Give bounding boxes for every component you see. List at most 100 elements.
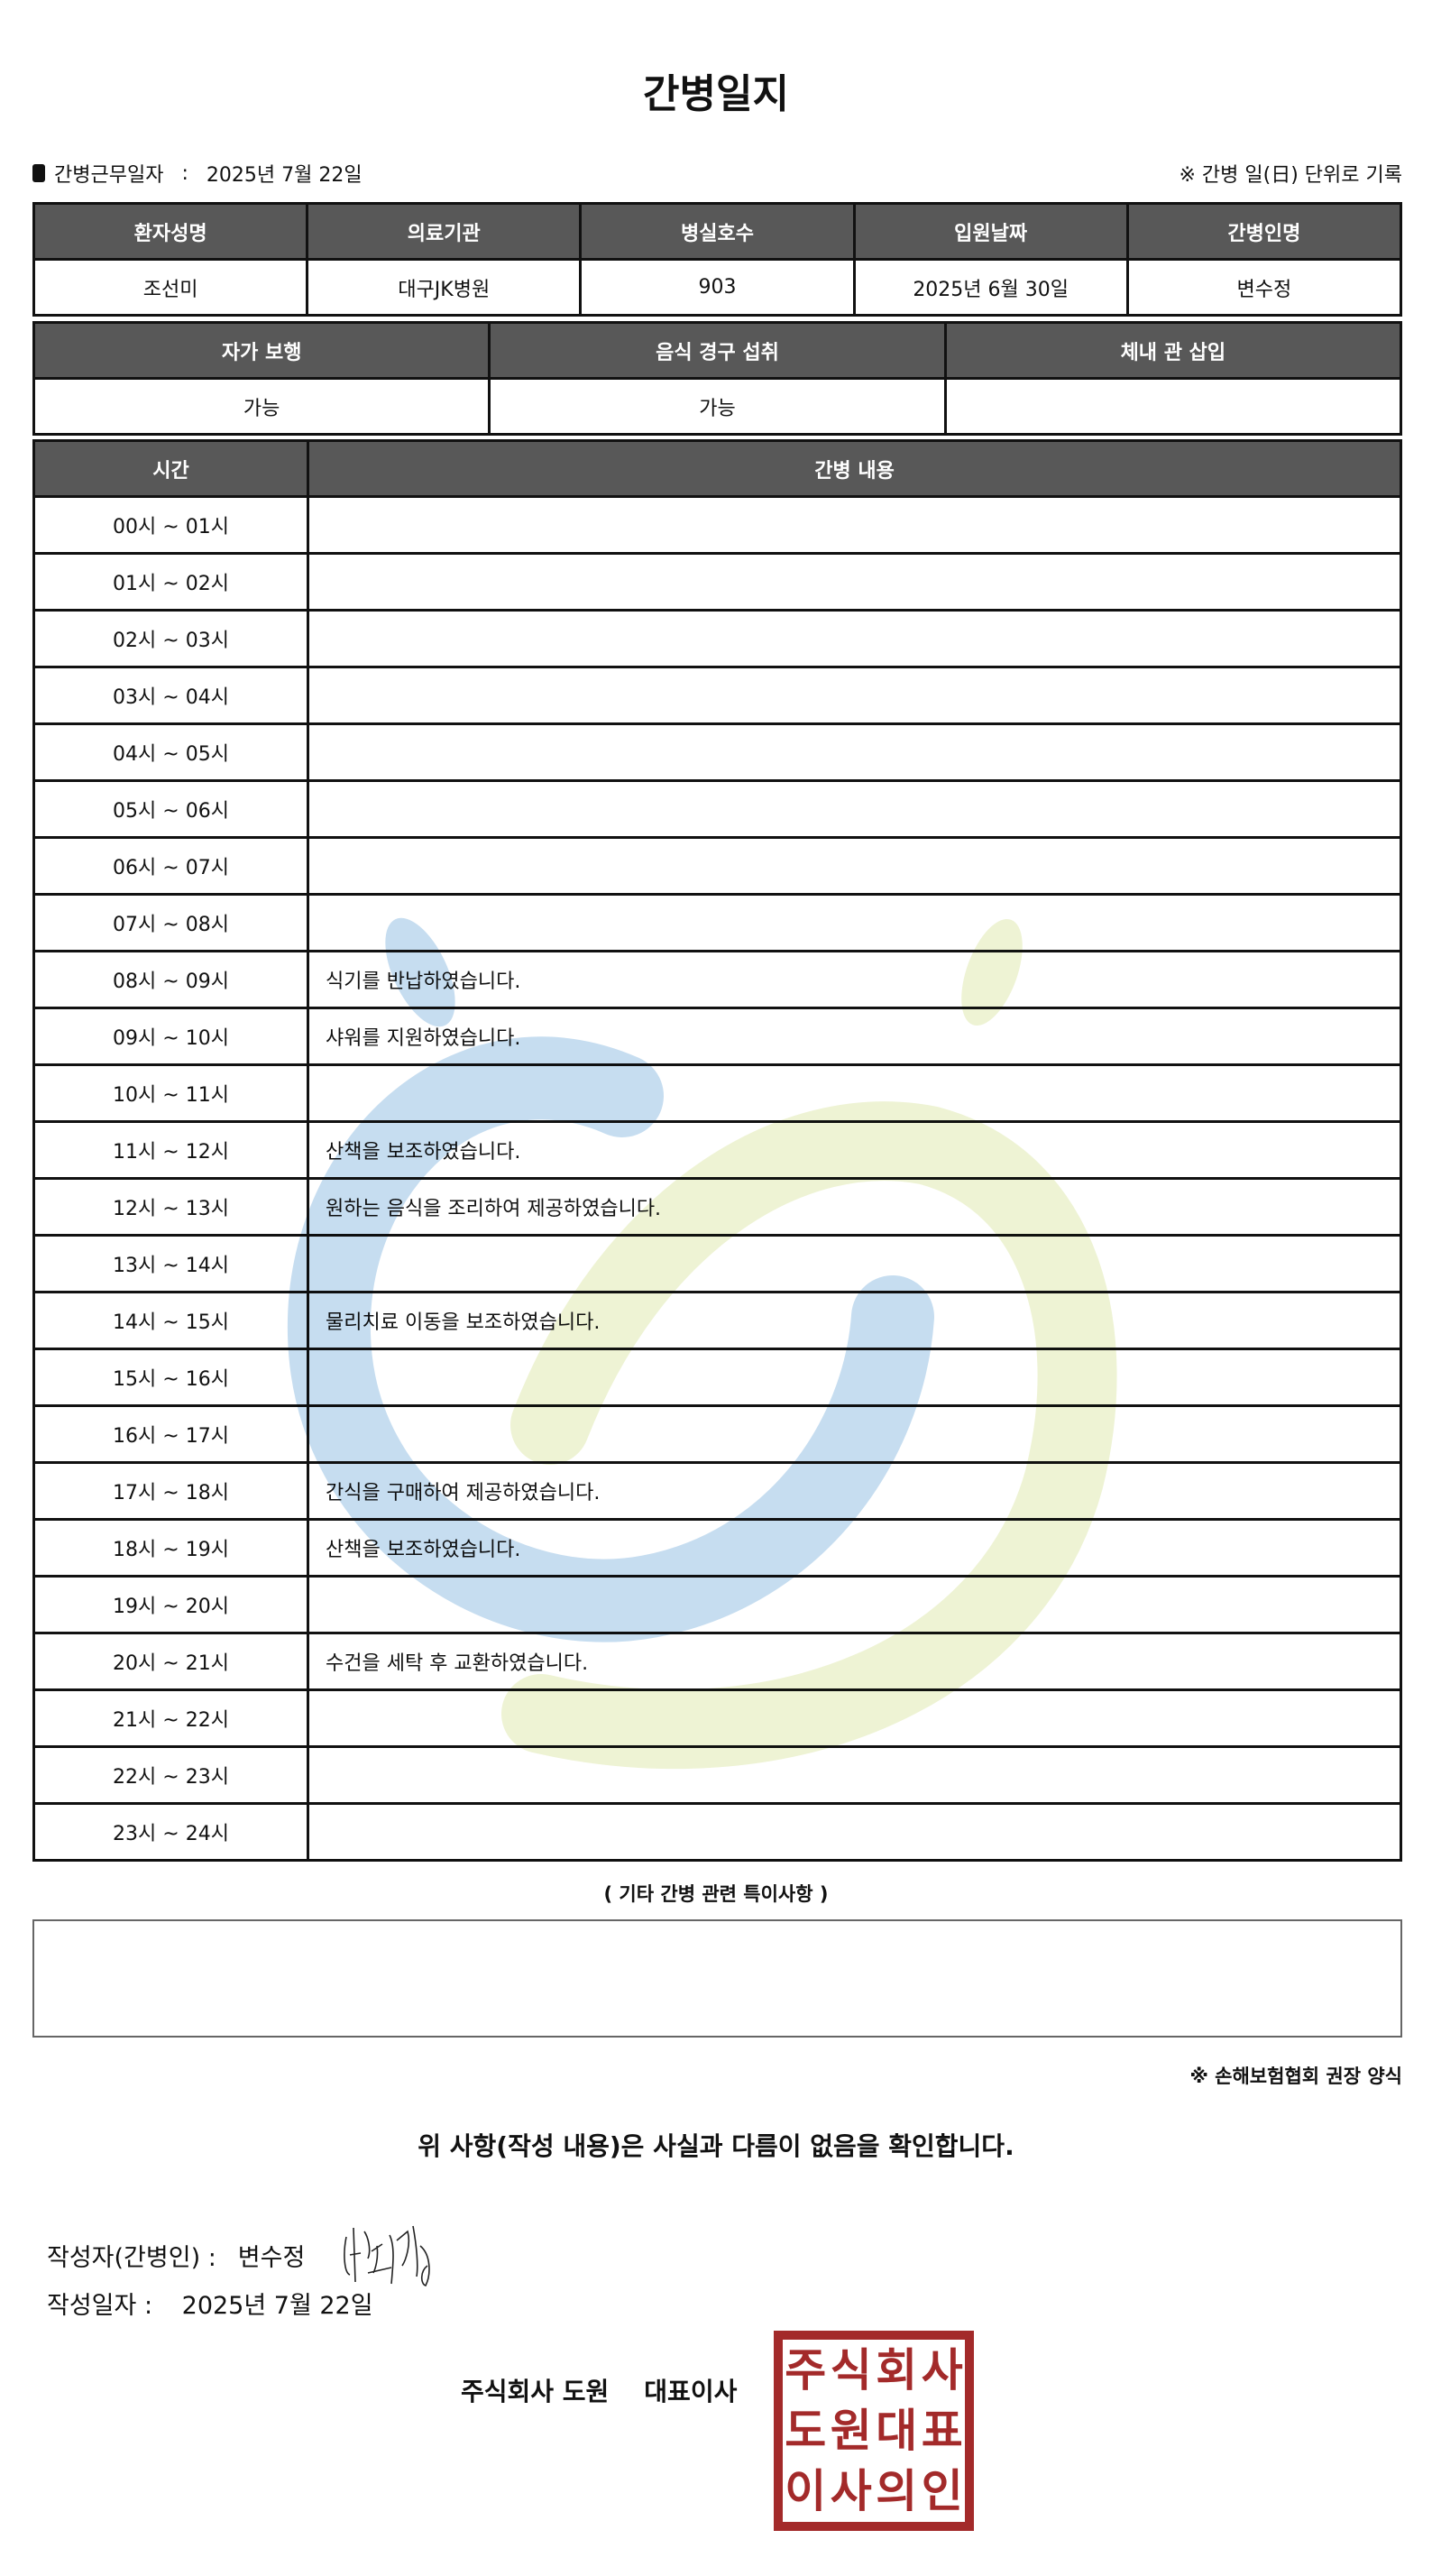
header-patient-name: 환자성명	[32, 202, 309, 261]
time-slot: 00시 ~ 01시	[32, 495, 309, 555]
header-room: 병실호수	[579, 202, 856, 261]
care-content	[307, 1575, 1402, 1634]
value-row: 조선미 대구JK병원 903 2025년 6월 30일 변수정	[32, 258, 1403, 317]
log-row: 14시 ~ 15시 물리치료 이동을 보조하였습니다.	[32, 1291, 1402, 1350]
seal-character: 표	[921, 2404, 963, 2457]
log-row: 00시 ~ 01시	[32, 495, 1402, 555]
header-admission-date: 입원날짜	[852, 202, 1129, 261]
time-slot: 21시 ~ 22시	[32, 1688, 309, 1748]
care-content: 물리치료 이동을 보조하였습니다.	[307, 1291, 1402, 1350]
notes-box	[32, 1919, 1402, 2038]
time-slot: 11시 ~ 12시	[32, 1120, 309, 1180]
written-date-value: 2025년 7월 22일	[181, 2292, 373, 2320]
time-slot: 19시 ~ 20시	[32, 1575, 309, 1634]
time-slot: 13시 ~ 14시	[32, 1234, 309, 1293]
document-title: 간병일지	[643, 71, 789, 117]
care-log-table: 시간 간병 내용 00시 ~ 01시 01시 ~ 02시 02시 ~ 03시 03시 …	[32, 439, 1402, 1862]
log-row: 17시 ~ 18시 간식을 구매하여 제공하였습니다.	[32, 1461, 1402, 1521]
patient-name: 조선미	[32, 258, 309, 317]
log-row: 19시 ~ 20시	[32, 1575, 1402, 1634]
company-representative: 주식회사 도원 대표이사	[461, 2377, 738, 2406]
header-row: 시간 간병 내용	[32, 439, 1402, 498]
log-row: 11시 ~ 12시 산책을 보조하였습니다.	[32, 1120, 1402, 1180]
header-tube: 체내 관 삽입	[943, 321, 1403, 380]
seal-character: 의	[876, 2465, 918, 2518]
seal-character: 사	[830, 2465, 872, 2518]
header-walking: 자가 보행	[32, 321, 491, 380]
log-row: 04시 ~ 05시	[32, 722, 1402, 782]
log-row: 16시 ~ 17시	[32, 1404, 1402, 1464]
header-time: 시간	[32, 439, 309, 498]
notes-title: ( 기타 간병 관련 특이사항 )	[603, 1883, 829, 1905]
value-row: 가능 가능	[32, 377, 1403, 436]
work-date-value: 2025년 7월 22일	[206, 164, 363, 187]
bullet-icon	[32, 164, 45, 182]
time-slot: 20시 ~ 21시	[32, 1632, 309, 1691]
caregiver-name: 변수정	[1125, 258, 1403, 317]
written-date-line: 작성일자 : 2025년 7월 22일	[47, 2286, 373, 2321]
care-content	[307, 722, 1402, 782]
care-content	[307, 1348, 1402, 1407]
log-row: 15시 ~ 16시	[32, 1348, 1402, 1407]
time-slot: 01시 ~ 02시	[32, 552, 309, 612]
header-caregiver: 간병인명	[1125, 202, 1403, 261]
confirmation-statement: 위 사항(작성 내용)은 사실과 다름이 없음을 확인합니다.	[418, 2131, 1014, 2161]
log-row: 13시 ~ 14시	[32, 1234, 1402, 1293]
log-row: 23시 ~ 24시	[32, 1802, 1402, 1862]
care-content: 식기를 반납하였습니다.	[307, 950, 1402, 1009]
care-content: 샤워를 지원하였습니다.	[307, 1007, 1402, 1066]
header-row: 환자성명 의료기관 병실호수 입원날짜 간병인명	[32, 202, 1403, 261]
seal-character: 이	[785, 2465, 827, 2518]
time-slot: 15시 ~ 16시	[32, 1348, 309, 1407]
care-content: 원하는 음식을 조리하여 제공하였습니다.	[307, 1177, 1402, 1237]
time-slot: 16시 ~ 17시	[32, 1404, 309, 1464]
seal-character: 식	[830, 2343, 872, 2397]
time-slot: 06시 ~ 07시	[32, 836, 309, 896]
care-content	[307, 1802, 1402, 1862]
log-row: 06시 ~ 07시	[32, 836, 1402, 896]
care-content: 간식을 구매하여 제공하였습니다.	[307, 1461, 1402, 1521]
header-row: 자가 보행 음식 경구 섭취 체내 관 삽입	[32, 321, 1403, 380]
care-content	[307, 1404, 1402, 1464]
header-content: 간병 내용	[307, 439, 1402, 498]
patient-info-table: 환자성명 의료기관 병실호수 입원날짜 간병인명 조선미 대구JK병원 903 …	[32, 202, 1403, 317]
log-row: 20시 ~ 21시 수건을 세탁 후 교환하였습니다.	[32, 1632, 1402, 1691]
time-slot: 09시 ~ 10시	[32, 1007, 309, 1066]
seal-character: 인	[921, 2465, 963, 2518]
log-row: 12시 ~ 13시 원하는 음식을 조리하여 제공하였습니다.	[32, 1177, 1402, 1237]
care-content	[307, 1688, 1402, 1748]
record-unit-note: ※ 간병 일(日) 단위로 기록	[1179, 164, 1403, 187]
care-content	[307, 893, 1402, 952]
writer-line: 작성자(간병인) : 변수정	[47, 2219, 440, 2291]
time-slot: 07시 ~ 08시	[32, 893, 309, 952]
care-content: 산책을 보조하였습니다.	[307, 1518, 1402, 1578]
seal-character: 사	[921, 2343, 963, 2397]
seal-character: 회	[876, 2343, 918, 2397]
source-note: ※ 손해보험협회 권장 양식	[1189, 2065, 1402, 2087]
log-row: 22시 ~ 23시	[32, 1745, 1402, 1805]
time-slot: 03시 ~ 04시	[32, 666, 309, 725]
care-content: 수건을 세탁 후 교환하였습니다.	[307, 1632, 1402, 1691]
log-row: 10시 ~ 11시	[32, 1063, 1402, 1123]
care-content	[307, 666, 1402, 725]
time-slot: 08시 ~ 09시	[32, 950, 309, 1009]
header-hospital: 의료기관	[306, 202, 583, 261]
seal-character: 대	[876, 2404, 918, 2457]
time-slot: 04시 ~ 05시	[32, 722, 309, 782]
care-content	[307, 1234, 1402, 1293]
log-row: 07시 ~ 08시	[32, 893, 1402, 952]
log-row: 18시 ~ 19시 산책을 보조하였습니다.	[32, 1518, 1402, 1578]
care-content	[307, 836, 1402, 896]
tube-value	[943, 377, 1403, 436]
care-content	[307, 1063, 1402, 1123]
time-slot: 14시 ~ 15시	[32, 1291, 309, 1350]
admission-date: 2025년 6월 30일	[852, 258, 1129, 317]
walking-value: 가능	[32, 377, 491, 436]
log-row: 01시 ~ 02시	[32, 552, 1402, 612]
writer-label: 작성자(간병인) :	[47, 2243, 216, 2272]
time-slot: 22시 ~ 23시	[32, 1745, 309, 1805]
work-date-label: 간병근무일자	[54, 164, 164, 187]
log-row: 05시 ~ 06시	[32, 779, 1402, 839]
time-slot: 10시 ~ 11시	[32, 1063, 309, 1123]
